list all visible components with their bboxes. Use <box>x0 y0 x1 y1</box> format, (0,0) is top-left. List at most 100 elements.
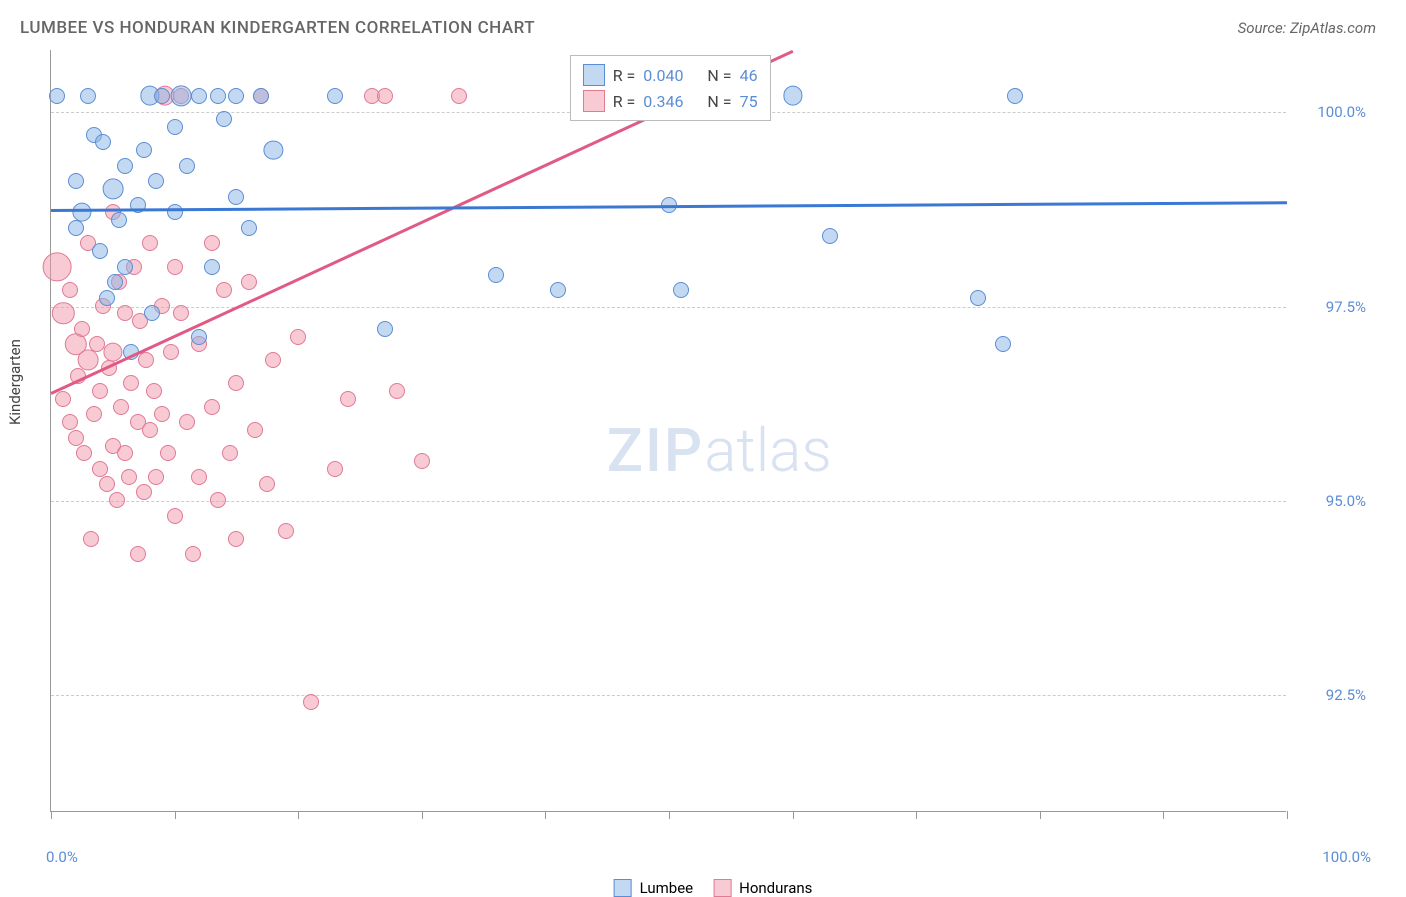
honduran-point <box>142 422 158 438</box>
honduran-point <box>191 469 207 485</box>
honduran-point <box>222 445 238 461</box>
gridline <box>51 501 1286 502</box>
lumbee-point <box>1007 88 1023 104</box>
legend-item-lumbee: Lumbee <box>614 879 694 897</box>
honduran-point <box>55 391 71 407</box>
swatch-icon <box>713 879 731 897</box>
honduran-point <box>117 445 133 461</box>
chart-container: Kindergarten ZIPatlas 92.5%95.0%97.5%100… <box>50 50 1376 842</box>
r-label: R = <box>613 92 636 111</box>
xtick <box>422 811 423 819</box>
lumbee-point <box>144 305 160 321</box>
ytick-label: 100.0% <box>1296 103 1366 121</box>
honduran-point <box>43 252 72 281</box>
yaxis-title: Kindergarten <box>6 339 24 425</box>
lumbee-point <box>107 274 123 290</box>
honduran-point <box>259 476 275 492</box>
lumbee-point <box>136 142 152 158</box>
honduran-point <box>167 508 183 524</box>
n-label: N = <box>707 92 731 111</box>
lumbee-point <box>822 228 838 244</box>
honduran-point <box>154 406 170 422</box>
lumbee-point <box>783 86 802 105</box>
r-value: 0.346 <box>643 92 683 111</box>
xtick <box>51 811 52 819</box>
honduran-point <box>228 531 244 547</box>
lumbee-point <box>148 173 164 189</box>
legend-label: Hondurans <box>739 879 812 897</box>
xtick <box>545 811 546 819</box>
honduran-point <box>121 469 137 485</box>
honduran-point <box>78 350 99 371</box>
honduran-point <box>138 352 154 368</box>
xtick <box>1163 811 1164 819</box>
r-label: R = <box>613 66 636 85</box>
ytick-label: 97.5% <box>1296 298 1366 316</box>
xtick <box>1040 811 1041 819</box>
gridline <box>51 695 1286 696</box>
honduran-point <box>68 430 84 446</box>
lumbee-point <box>970 290 986 306</box>
watermark: ZIPatlas <box>607 415 832 486</box>
honduran-point <box>179 414 195 430</box>
lumbee-point <box>488 267 504 283</box>
lumbee-point <box>550 282 566 298</box>
lumbee-point <box>68 173 84 189</box>
lumbee-point <box>99 290 115 306</box>
honduran-point <box>76 445 92 461</box>
lumbee-point <box>117 158 133 174</box>
lumbee-point <box>102 179 123 200</box>
lumbee-point <box>167 119 183 135</box>
lumbee-point <box>111 212 127 228</box>
lumbee-point <box>179 158 195 174</box>
xaxis-min-label: 0.0% <box>46 848 78 866</box>
plot-area: ZIPatlas 92.5%95.0%97.5%100.0%0.0%100.0%… <box>50 50 1286 812</box>
legend-row: R = 0.346 N = 75 <box>583 88 758 114</box>
honduran-point <box>340 391 356 407</box>
honduran-point <box>62 282 78 298</box>
lumbee-point <box>216 111 232 127</box>
honduran-point <box>167 259 183 275</box>
lumbee-point <box>154 88 170 104</box>
honduran-point <box>414 453 430 469</box>
honduran-point <box>327 461 343 477</box>
ytick-label: 92.5% <box>1296 686 1366 704</box>
lumbee-point <box>264 141 283 160</box>
swatch-icon <box>583 90 605 112</box>
lumbee-point <box>191 88 207 104</box>
lumbee-point <box>117 259 133 275</box>
honduran-point <box>241 274 257 290</box>
honduran-point <box>163 344 179 360</box>
legend-label: Lumbee <box>640 879 694 897</box>
honduran-point <box>216 282 232 298</box>
honduran-point <box>113 399 129 415</box>
swatch-icon <box>614 879 632 897</box>
honduran-point <box>142 235 158 251</box>
honduran-point <box>117 305 133 321</box>
n-value: 46 <box>740 66 758 85</box>
honduran-point <box>92 383 108 399</box>
honduran-point <box>278 523 294 539</box>
lumbee-point <box>170 85 191 106</box>
r-value: 0.040 <box>643 66 683 85</box>
lumbee-point <box>327 88 343 104</box>
lumbee-point <box>68 220 84 236</box>
lumbee-point <box>49 88 65 104</box>
honduran-point <box>204 235 220 251</box>
legend-item-hondurans: Hondurans <box>713 879 812 897</box>
honduran-point <box>228 375 244 391</box>
swatch-icon <box>583 64 605 86</box>
honduran-point <box>148 469 164 485</box>
xtick <box>298 811 299 819</box>
honduran-point <box>83 531 99 547</box>
lumbee-point <box>995 336 1011 352</box>
lumbee-point <box>92 243 108 259</box>
lumbee-point <box>253 88 269 104</box>
honduran-point <box>290 329 306 345</box>
lumbee-point <box>377 321 393 337</box>
lumbee-point <box>228 189 244 205</box>
honduran-point <box>173 305 189 321</box>
honduran-point <box>123 375 139 391</box>
legend-row: R = 0.040 N = 46 <box>583 62 758 88</box>
honduran-point <box>303 694 319 710</box>
